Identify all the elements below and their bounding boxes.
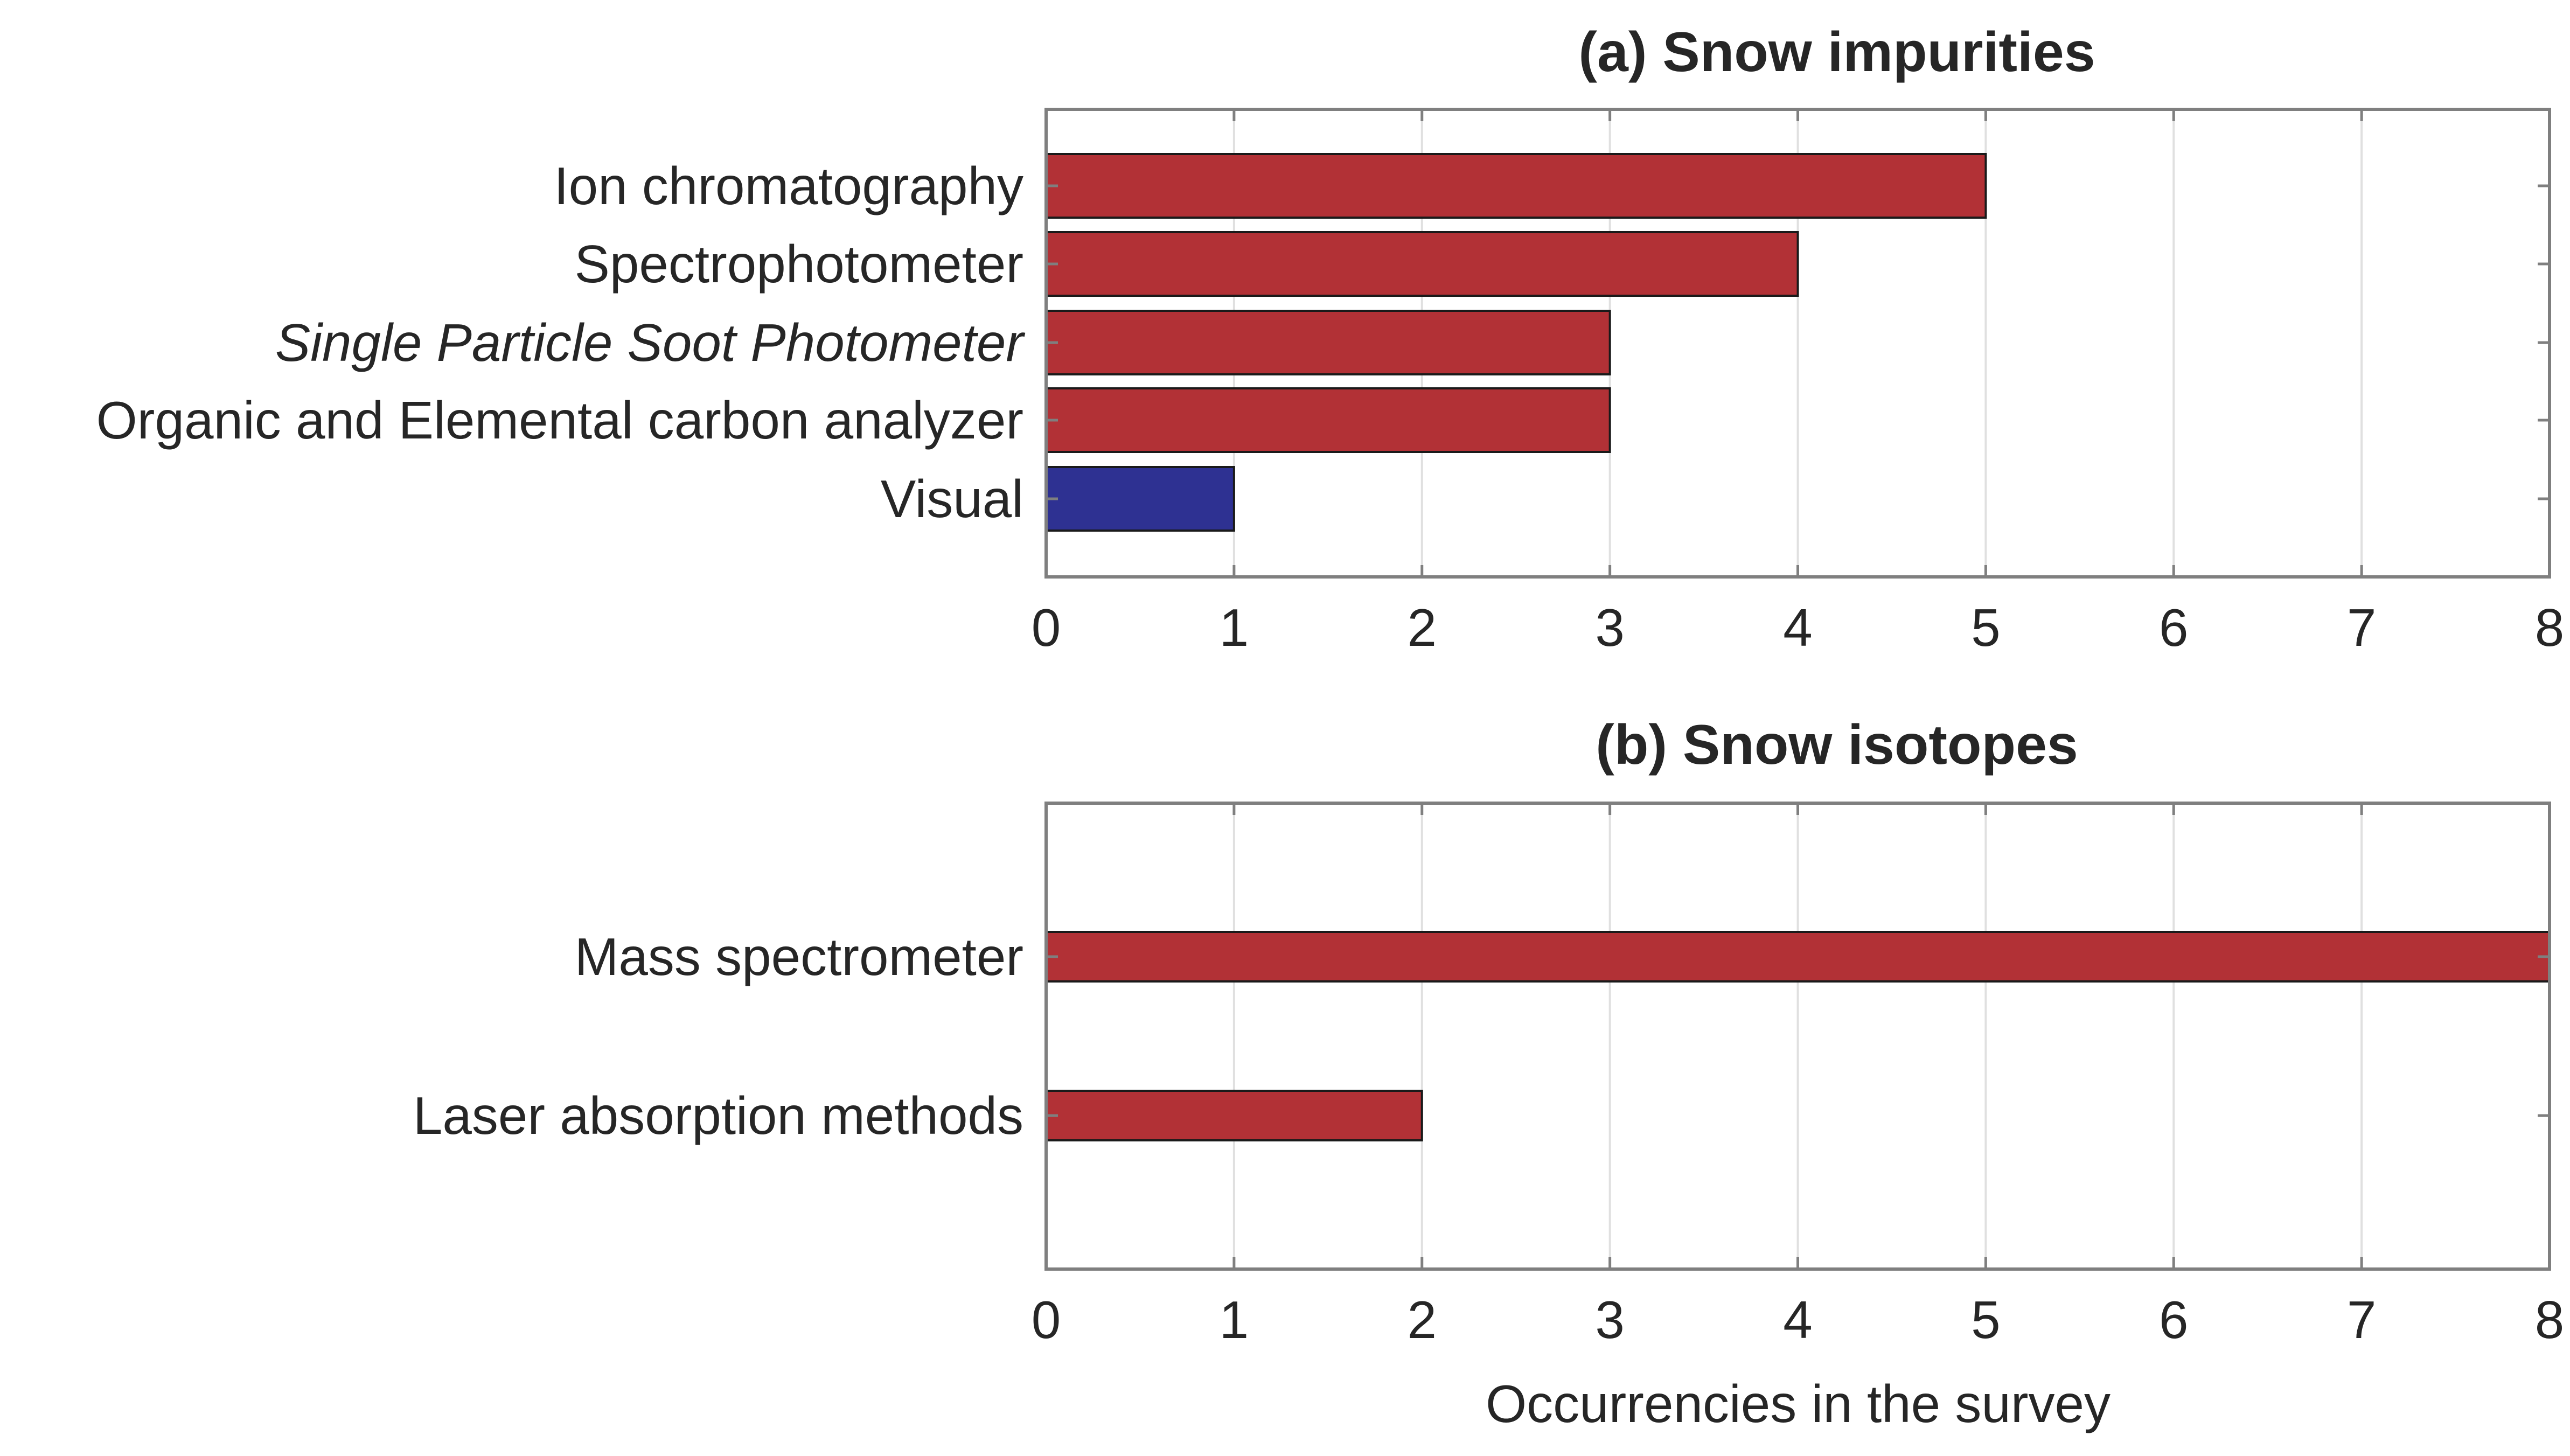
chart-panel-snow-impurities: (a) Snow impurities Ion chromatography Sp…: [96, 21, 2565, 657]
bars: [1045, 153, 1987, 532]
x-tick-label: 6: [2159, 598, 2189, 657]
category-label: Visual: [881, 469, 1023, 528]
x-tick-label: 1: [1220, 598, 1249, 657]
x-tick-label: 0: [1032, 598, 1061, 657]
category-label: Ion chromatography: [554, 156, 1023, 215]
x-tick-label: 3: [1595, 598, 1625, 657]
category-labels: Ion chromatography Spectrophotometer Singl…: [96, 156, 1026, 528]
x-tick-label: 2: [1407, 598, 1437, 657]
category-label: Mass spectrometer: [575, 927, 1023, 986]
x-tick-label: 3: [1595, 1290, 1625, 1349]
axes-frame: [1044, 108, 2551, 579]
category-label: Laser absorption methods: [413, 1086, 1023, 1145]
bar: [1045, 231, 1799, 297]
category-label: Organic and Elemental carbon analyzer: [96, 391, 1023, 450]
bar: [1045, 466, 1235, 532]
bar: [1045, 931, 2551, 983]
chart-panel-snow-isotopes: (b) Snow isotopes Mass spectrometer Laser…: [413, 714, 2564, 1433]
category-label: Single Particle Soot Photometer: [275, 313, 1025, 372]
x-tick-label: 4: [1783, 1290, 1813, 1349]
x-tick-label: 8: [2535, 1290, 2565, 1349]
chart-title: (a) Snow impurities: [1578, 21, 2095, 83]
axes-box: [1044, 802, 2551, 1271]
x-tick-label: 0: [1032, 1290, 1061, 1349]
x-tick-label: 5: [1971, 1290, 2001, 1349]
x-axis-title: Occurrencies in the survey: [1486, 1374, 2111, 1433]
bar: [1045, 387, 1611, 453]
x-tick-label: 4: [1783, 598, 1813, 657]
x-tick-label: 1: [1220, 1290, 1249, 1349]
x-tick-label: 2: [1407, 1290, 1437, 1349]
x-tick-labels: 0 1 2 3 4 5 6 7 8: [1032, 598, 2565, 657]
x-tick-labels: 0 1 2 3 4 5 6 7 8: [1032, 1290, 2565, 1349]
x-tick-label: 6: [2159, 1290, 2189, 1349]
grid-lines: [1232, 803, 2363, 1269]
x-tick-label: 8: [2535, 598, 2565, 657]
category-label: Spectrophotometer: [575, 234, 1023, 294]
bar: [1045, 1090, 1423, 1141]
x-tick-label: 7: [2347, 598, 2377, 657]
chart-title: (b) Snow isotopes: [1596, 714, 2078, 776]
category-labels: Mass spectrometer Laser absorption method…: [413, 927, 1023, 1145]
axes-frame: [1044, 802, 2551, 1271]
axes-box: [1044, 108, 2551, 579]
x-tick-label: 7: [2347, 1290, 2377, 1349]
bar: [1045, 153, 1987, 219]
bar: [1045, 310, 1611, 375]
x-tick-label: 5: [1971, 598, 2001, 657]
